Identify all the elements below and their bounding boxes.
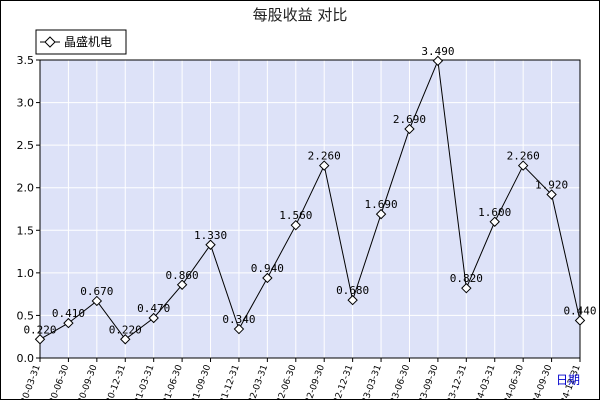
x-tick-label: 2024-06-30 (499, 363, 526, 400)
data-point-marker (233, 323, 245, 335)
x-tick-label: 2023-09-30 (413, 363, 440, 400)
data-label: 0.860 (166, 269, 199, 282)
series-line (39, 58, 581, 340)
x-tick-label: 2021-06-30 (158, 363, 185, 400)
data-point-marker (205, 239, 216, 250)
y-tick-label: 3.5 (17, 54, 35, 67)
x-tick-label: 2020-03-31 (16, 364, 43, 400)
data-point-marker (461, 282, 472, 294)
data-point-marker (546, 189, 557, 200)
x-tick-label: 2024-09-30 (527, 363, 554, 400)
data-label: 0.470 (137, 302, 170, 315)
x-tick-label: 2022-09-30 (300, 363, 327, 400)
data-label: 0.220 (109, 323, 142, 336)
y-tick-label: 3.0 (17, 97, 35, 110)
data-point-marker (517, 160, 529, 171)
x-axis-title: 日期 (556, 373, 580, 387)
x-tick-label: 2021-09-30 (186, 363, 213, 400)
data-point-marker (404, 123, 415, 135)
chart-title: 每股收益 对比 (253, 6, 348, 24)
data-point-marker (148, 312, 159, 324)
x-tick-label: 2023-03-31 (357, 364, 384, 400)
data-point-marker (262, 272, 273, 284)
data-label: 2.690 (393, 113, 426, 126)
data-point-marker (120, 334, 131, 345)
y-tick-label: 0.0 (17, 352, 35, 365)
x-tick-label: 2020-06-30 (44, 363, 71, 400)
legend-marker-icon (44, 36, 56, 48)
data-point-marker (319, 160, 330, 171)
plot-border (39, 59, 581, 359)
data-point-marker (347, 294, 358, 306)
data-label: 0.670 (80, 285, 113, 298)
data-label: 2.260 (308, 150, 341, 163)
data-point-marker (34, 334, 46, 345)
x-tick-label: 2024-03-31 (470, 364, 497, 400)
y-tick-label: 0.5 (17, 309, 35, 322)
data-label: 0.820 (450, 272, 483, 285)
data-label: 0.940 (251, 262, 284, 275)
data-point-marker (91, 295, 103, 307)
data-label: 1.690 (364, 198, 397, 211)
x-tick-label: 2022-12-31 (328, 364, 355, 400)
data-label: 1.560 (279, 209, 312, 222)
data-label: 0.680 (336, 284, 369, 297)
data-point-marker (63, 317, 74, 329)
data-label: 1.600 (478, 206, 511, 219)
y-tick-label: 2.0 (17, 182, 35, 195)
data-label: 0.340 (222, 313, 255, 326)
data-point-marker (489, 216, 500, 227)
y-tick-label: 2.5 (17, 139, 35, 152)
x-tick-label: 2022-03-31 (243, 364, 270, 400)
legend-series-label: 晶盛机电 (64, 34, 112, 49)
data-point-marker (375, 208, 387, 220)
data-label: 0.410 (52, 307, 85, 320)
x-tick-label: 2023-06-30 (385, 363, 412, 400)
y-tick-label: 1.0 (17, 267, 35, 280)
data-point-marker (432, 55, 444, 67)
plot-background (39, 59, 581, 359)
x-tick-label: 2020-09-30 (72, 363, 99, 400)
legend: 晶盛机电 (35, 29, 127, 55)
data-point-marker (290, 219, 301, 231)
data-point-marker (574, 315, 586, 326)
data-label: 1.330 (194, 229, 227, 242)
x-tick-label: 2023-12-31 (442, 364, 469, 400)
x-tick-label: 2021-03-31 (129, 364, 156, 400)
y-tick-label: 1.5 (17, 224, 35, 237)
data-label: 1.920 (535, 179, 568, 192)
data-label: 0.440 (563, 305, 596, 318)
data-point-marker (176, 279, 188, 290)
x-tick-label: 2020-12-31 (101, 364, 128, 400)
data-label: 3.490 (421, 45, 454, 58)
x-tick-label: 2022-06-30 (271, 363, 298, 400)
x-tick-label: 2021-12-31 (214, 364, 241, 400)
data-label: 0.220 (23, 323, 56, 336)
data-label: 2.260 (507, 150, 540, 163)
